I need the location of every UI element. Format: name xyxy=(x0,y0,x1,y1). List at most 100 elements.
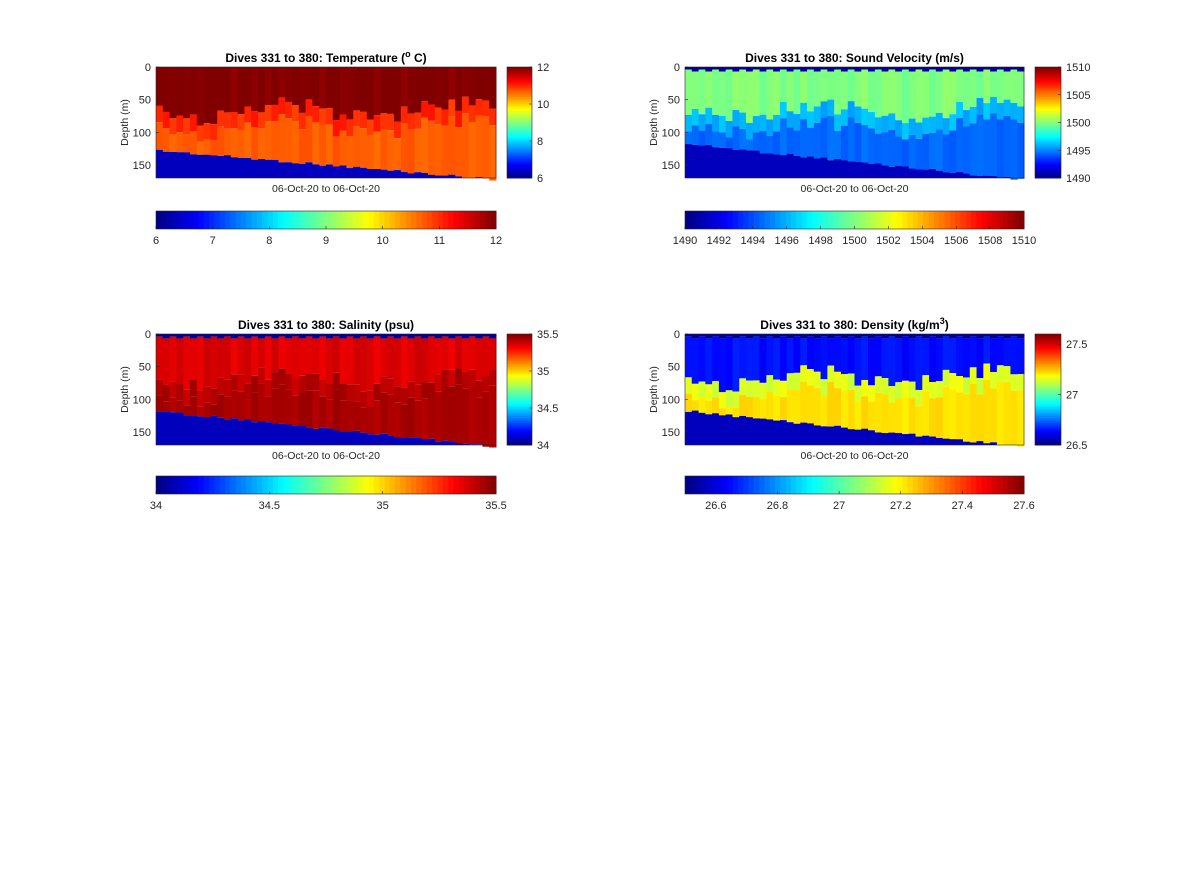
heatmap-cell xyxy=(414,334,422,337)
heatmap-cell xyxy=(691,144,700,178)
colorbar-swatch xyxy=(1035,99,1061,103)
heatmap-cell xyxy=(196,67,205,126)
heatmap-cell xyxy=(922,169,930,178)
colorbar-swatch xyxy=(283,476,290,494)
colorbar-swatch xyxy=(1035,75,1061,78)
heatmap-cell xyxy=(400,387,409,405)
heatmap-cell xyxy=(237,114,245,131)
heatmap-cell xyxy=(813,388,822,426)
heatmap-cell xyxy=(455,368,463,385)
colorbar-swatch xyxy=(507,162,532,165)
heatmap-cell xyxy=(455,334,463,337)
colorbar-swatch xyxy=(294,476,300,494)
heatmap-cell xyxy=(434,338,443,375)
heatmap-cell xyxy=(752,116,761,133)
colorbar-tick-label: 1504 xyxy=(910,235,934,247)
colorbar-tick-label: 1502 xyxy=(876,235,900,247)
colorbar-swatch xyxy=(685,211,691,229)
heatmap-cell xyxy=(196,154,205,178)
colorbar-swatch xyxy=(790,476,797,494)
heatmap-cell xyxy=(162,401,171,412)
heatmap-cell xyxy=(732,417,740,445)
heatmap-cell xyxy=(800,67,808,72)
heatmap-cell xyxy=(901,334,910,337)
heatmap-cell xyxy=(840,109,849,126)
heatmap-cell xyxy=(868,338,876,386)
heatmap-cell xyxy=(394,67,402,122)
heatmap-cell xyxy=(976,114,984,177)
heatmap-cell xyxy=(244,419,252,445)
heatmap-cell xyxy=(976,378,984,395)
heatmap-cell xyxy=(712,67,720,70)
colorbar-swatch xyxy=(507,410,532,413)
colorbar-swatch xyxy=(453,211,460,229)
heatmap-cell xyxy=(441,385,449,441)
heatmap-cell xyxy=(685,144,693,178)
colorbar-swatch xyxy=(1035,337,1061,340)
heatmap-cell xyxy=(773,420,781,445)
heatmap-cell xyxy=(475,115,483,178)
heatmap-cell xyxy=(901,397,910,435)
colorbar-swatch xyxy=(507,380,532,384)
heatmap-cell xyxy=(462,443,470,445)
heatmap-cell xyxy=(468,334,477,337)
colorbar-swatch xyxy=(806,476,813,494)
colorbar-swatch xyxy=(246,476,253,494)
colorbar-swatch xyxy=(732,211,739,229)
heatmap-cell xyxy=(712,336,720,381)
heatmap-cell xyxy=(360,67,368,112)
colorbar-swatch xyxy=(833,476,840,494)
heatmap-cell xyxy=(339,400,347,432)
colorbar-tick-label: 35 xyxy=(377,500,389,512)
heatmap-cell xyxy=(990,334,998,339)
heatmap-cell xyxy=(915,122,923,139)
heatmap-cell xyxy=(895,120,903,137)
heatmap-cell xyxy=(718,415,727,445)
heatmap-cell xyxy=(271,159,279,178)
colorbar-swatch xyxy=(1035,86,1061,89)
colorbar-swatch xyxy=(923,476,930,494)
heatmap-cell xyxy=(360,334,368,337)
heatmap-cell xyxy=(840,125,849,161)
heatmap-cell xyxy=(278,67,286,98)
heatmap-cell xyxy=(800,365,808,382)
colorbar-swatch xyxy=(357,476,364,494)
heatmap-cell xyxy=(196,406,205,417)
colorbar-swatch xyxy=(1035,106,1061,110)
colorbar-swatch xyxy=(507,438,532,441)
colorbar-swatch xyxy=(865,211,871,229)
colorbar-swatch xyxy=(1035,68,1061,71)
colorbar-swatch xyxy=(1035,366,1061,370)
heatmap-cell xyxy=(746,71,754,123)
heatmap-cell xyxy=(901,67,910,70)
heatmap-cell xyxy=(258,112,266,129)
colorbar-swatch xyxy=(230,211,237,229)
heatmap-cell xyxy=(366,338,375,391)
heatmap-cell xyxy=(448,386,456,442)
heatmap-cell xyxy=(922,435,930,445)
colorbar-swatch xyxy=(182,476,189,494)
heatmap-cell xyxy=(312,106,320,123)
y-tick-label: 100 xyxy=(662,127,680,139)
heatmap-cell xyxy=(407,129,415,174)
heatmap-cell xyxy=(339,114,347,131)
heatmap-cell xyxy=(691,410,700,445)
colorbar-swatch xyxy=(507,112,532,115)
heatmap-cell xyxy=(326,124,334,165)
heatmap-cell xyxy=(489,108,497,126)
heatmap-cell xyxy=(739,149,747,178)
colorbar-frame xyxy=(684,475,1025,495)
colorbar-swatch xyxy=(1035,82,1061,85)
heatmap-cell xyxy=(915,336,923,390)
colorbar-swatch xyxy=(981,476,988,494)
colorbar-swatch xyxy=(507,365,532,368)
colorbar-swatch xyxy=(1035,134,1061,137)
heatmap-cell xyxy=(996,381,1005,446)
heatmap-cell xyxy=(230,390,239,419)
colorbar-swatch xyxy=(507,412,532,415)
heatmap-cell xyxy=(800,102,808,120)
heatmap-cell xyxy=(705,384,713,401)
colorbar-swatch xyxy=(1035,153,1061,156)
heatmap-cell xyxy=(264,121,273,160)
heatmap-cell xyxy=(1010,69,1018,103)
